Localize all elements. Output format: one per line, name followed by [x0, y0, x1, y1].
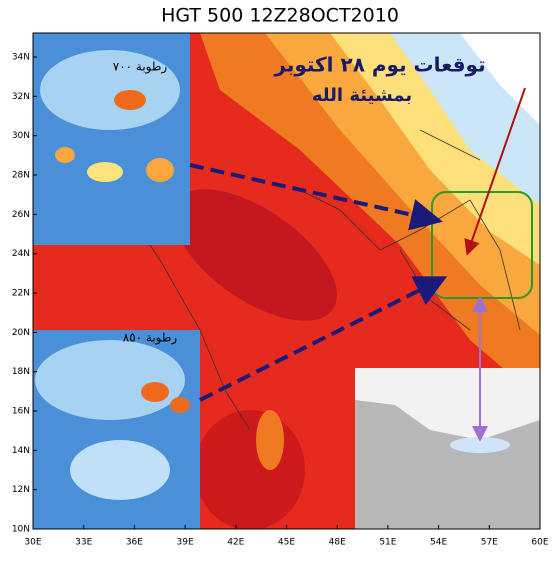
lon-label: 30E	[24, 538, 41, 548]
axis-ticks: 10N 12N 14N 16N 18N 20N 22N 24N 26N 28N 30N 32N 34N 3…	[12, 53, 549, 548]
subline: بمشيئة الله	[312, 85, 412, 106]
map-title: HGT 500 12Z28OCT2010	[161, 5, 399, 27]
inset-850-label: رطوبة ٨٥٠	[123, 331, 178, 346]
lon-label: 39E	[177, 538, 194, 548]
lon-label: 48E	[329, 538, 346, 548]
lon-label: 42E	[227, 538, 244, 548]
field	[33, 33, 540, 529]
lat-label: 30N	[12, 131, 30, 141]
lat-label: 14N	[12, 446, 30, 456]
lon-label: 33E	[75, 538, 92, 548]
lon-label: 45E	[278, 538, 295, 548]
lat-label: 28N	[12, 171, 30, 181]
lat-label: 24N	[12, 249, 30, 259]
headline: توقعات يوم ٢٨ اكتوبر	[273, 53, 485, 77]
lat-label: 26N	[12, 210, 30, 220]
lon-label: 57E	[481, 538, 498, 548]
lat-label: 10N	[12, 525, 30, 535]
lat-label: 18N	[12, 367, 30, 377]
arrow-850	[199, 276, 448, 402]
lon-label: 36E	[126, 538, 143, 548]
lat-label: 22N	[12, 289, 30, 299]
arrow-red	[464, 87, 526, 256]
lon-label: 51E	[379, 538, 396, 548]
lon-label: 54E	[430, 538, 447, 548]
lat-label: 12N	[12, 485, 30, 495]
lat-label: 32N	[12, 92, 30, 102]
inset-700-label: رطوبة ٧٠٠	[113, 60, 168, 75]
lat-label: 34N	[12, 53, 30, 63]
lon-label: 60E	[531, 538, 548, 548]
lat-label: 16N	[12, 407, 30, 417]
lat-label: 20N	[12, 328, 30, 338]
